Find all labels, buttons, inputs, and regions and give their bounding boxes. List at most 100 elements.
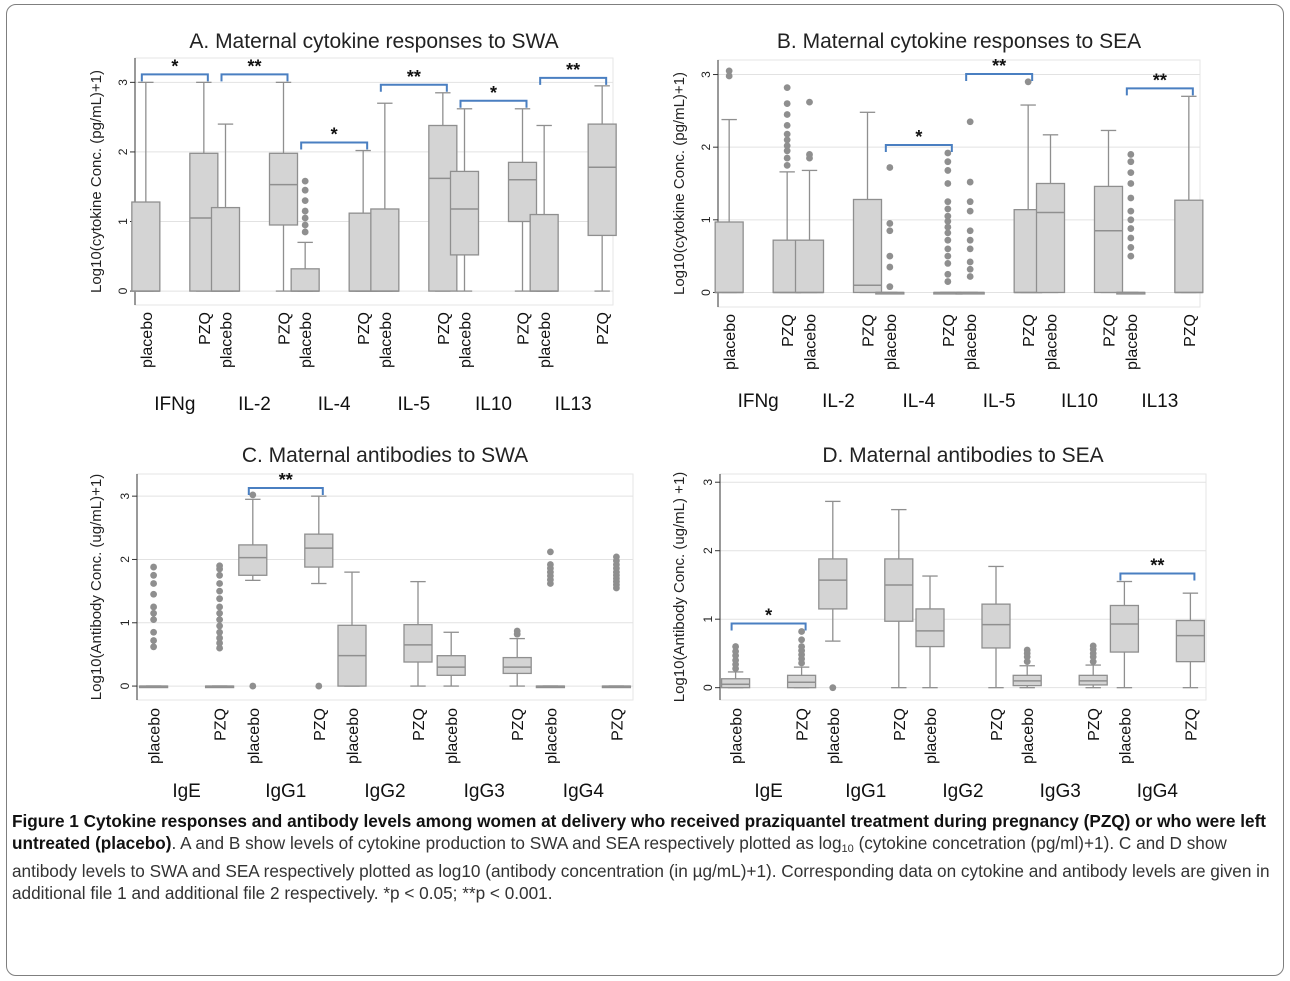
panel-d-arm-label-ige-pzq: PZQ [795, 708, 812, 741]
panel-c-box-igg2-pzq [403, 624, 433, 663]
panel-a-sig-marker-il2: ** [247, 56, 261, 76]
panel-b-outlier-il4-pzq [944, 158, 952, 166]
panel-a-outlier-il4-placebo [301, 221, 309, 229]
panel-d-y-tick-label: 2 [701, 547, 715, 554]
panel-c-svg: C. Maternal antibodies to SWA Log10(Antib… [88, 444, 634, 802]
panel-c-arm-label-igg2-placebo: placebo [345, 708, 362, 764]
panel-a-arm-label-il10-placebo: placebo [458, 312, 475, 368]
panel-d-group-label-ige: IgE [754, 781, 783, 802]
panel-c-outlier-ige-pzq [216, 639, 224, 647]
panel-d-outlier-ige-placebo [732, 643, 739, 650]
panel-c-arm-label-igg3-pzq: PZQ [510, 708, 527, 741]
panel-a-group-label-il13: IL13 [555, 394, 592, 415]
panel-a-arm-label-il13-pzq: PZQ [595, 312, 612, 345]
panel-a-arm-label-il13-placebo: placebo [537, 312, 554, 368]
panel-d-group-label-igg3: IgG3 [1040, 781, 1081, 802]
panel-a-y-tick-label: 1 [116, 218, 130, 225]
panel-a-sig-marker-il4: * [331, 125, 338, 145]
panel-c-group-label-igg4: IgG4 [563, 781, 605, 802]
panel-b-chart: B. Maternal cytokine responses to SEA Log… [668, 22, 1208, 427]
panel-d-title: D. Maternal antibodies to SEA [822, 444, 1103, 467]
panel-a-box-il5-placebo [370, 208, 400, 292]
panel-c-outlier-ige-pzq [216, 595, 224, 603]
panel-b-title: B. Maternal cytokine responses to SEA [777, 30, 1141, 53]
panel-a-group-label-ifng: IFNg [154, 394, 195, 415]
panel-c-chart: C. Maternal antibodies to SWA Log10(Antib… [85, 440, 640, 812]
panel-a-title: A. Maternal cytokine responses to SWA [189, 30, 558, 53]
panel-a-box-il2-pzq [268, 152, 299, 226]
panel-d-sig-bracket-ige [730, 622, 807, 631]
panel-d-group-label-igg4: IgG4 [1137, 781, 1179, 802]
panel-b-outlier-il13-placebo [1127, 151, 1135, 158]
panel-d-y-tick-label: 1 [701, 616, 715, 623]
panel-b-outlier-il4-pzq [944, 223, 952, 231]
panel-c-arm-label-igg1-placebo: placebo [246, 708, 263, 764]
panel-b-outlier-il4-pzq [944, 245, 952, 253]
panel-b-outlier-il4-pzq [944, 236, 952, 244]
panel-b-outlier-il5-placebo [966, 258, 974, 266]
panel-a-arm-label-ifng-pzq: PZQ [197, 312, 214, 345]
panel-a-box-il2-placebo [210, 206, 241, 292]
panel-b-arm-label-il4-placebo: placebo [883, 314, 900, 370]
panel-a-box-il10-pzq [507, 161, 538, 223]
panel-b-arm-label-il5-pzq: PZQ [1021, 314, 1038, 347]
panel-b-outlier-il4-pzq [944, 180, 952, 187]
panel-c-outlier-igg4-placebo [547, 561, 554, 568]
panel-b-outlier-il13-placebo [1127, 234, 1135, 242]
panel-c-arm-label-ige-pzq: PZQ [213, 708, 230, 741]
panel-c-outlier-igg4-placebo [547, 548, 554, 556]
panel-d-box-igg2-placebo [915, 608, 945, 648]
panel-b-arm-label-ifng-pzq: PZQ [780, 314, 797, 347]
panel-b-arm-label-ifng-placebo: placebo [722, 314, 739, 370]
panel-b-outlier-ifng-placebo [725, 67, 733, 75]
panel-c-arm-label-igg2-pzq: PZQ [411, 708, 428, 741]
panel-b-outlier-il4-pzq [944, 167, 952, 174]
panel-b-outlier-il4-pzq [944, 149, 952, 157]
panel-c-sig-marker-igg1: ** [279, 470, 293, 490]
panel-b-y-tick-label: 2 [699, 144, 713, 151]
panel-b-sig-bracket-il4 [884, 143, 953, 152]
panel-b-outlier-il4-pzq [944, 229, 952, 237]
panel-a-y-tick-label: 3 [116, 79, 130, 86]
panel-d-outlier-igg3-placebo [1023, 658, 1031, 666]
panel-b-outlier-il4-placebo [886, 164, 894, 171]
panel-c-outlier-ige-pzq [216, 622, 224, 630]
panel-d-y-tick-label: 3 [701, 479, 715, 486]
panel-b-group-label-il10: IL10 [1061, 391, 1098, 412]
panel-b-outlier-il5-placebo [966, 273, 974, 280]
panel-d-box-igg1-placebo [818, 558, 848, 610]
panel-a-outlier-il4-placebo [301, 228, 309, 236]
panel-c-outlier-ige-pzq [216, 644, 224, 652]
panel-b-arm-label-il13-placebo: placebo [1124, 314, 1141, 370]
panel-c-y-axis-label: Log10(Antibody Conc. (ug/mL)+1) [88, 474, 105, 700]
panel-b-box-il2-placebo [794, 239, 825, 294]
panel-a-chart: A. Maternal cytokine responses to SWA Log… [85, 20, 620, 425]
panel-b-box-il2-pzq [852, 198, 883, 294]
panel-c-box-igg3-pzq [502, 656, 532, 675]
panel-a-sig-marker-il10: * [490, 83, 497, 103]
panel-b-sig-bracket-il13 [1125, 87, 1194, 96]
panel-c-outlier-ige-pzq [216, 580, 224, 587]
panel-c-outlier-igg3-pzq [513, 627, 521, 635]
panel-c-outlier-ige-pzq [216, 628, 224, 636]
panel-c-outlier-ige-placebo [150, 616, 157, 624]
panel-c-group-label-igg2: IgG2 [364, 781, 405, 802]
panel-b-arm-label-il2-placebo: placebo [803, 314, 820, 370]
panel-b-outlier-ifng-pzq [783, 142, 791, 150]
panel-c-outlier-igg4-pzq [613, 553, 620, 561]
panel-b-outlier-il4-pzq [944, 278, 952, 285]
panel-b-outlier-il5-placebo [966, 265, 974, 273]
panel-d-outlier-igg3-pzq [1089, 658, 1097, 666]
panel-d-y-axis-label: Log10(Antibody Conc. (ug/mL) +1) [671, 472, 688, 703]
panel-c-outlier-ige-placebo [150, 609, 157, 617]
panel-c-arm-label-igg4-placebo: placebo [543, 708, 560, 764]
panel-b-outlier-ifng-pzq [783, 100, 791, 107]
panel-d-outlier-igg3-placebo [1023, 646, 1031, 654]
panel-b-group-label-ifng: IFNg [738, 391, 779, 412]
panel-c-sig-bracket-igg1 [247, 487, 324, 495]
panel-a-box-il13-placebo [529, 213, 559, 292]
panel-c-group-label-igg3: IgG3 [464, 781, 505, 802]
panel-a-arm-label-il4-placebo: placebo [298, 312, 315, 368]
panel-c-outlier-ige-placebo [150, 628, 157, 636]
panel-a-y-tick-label: 0 [116, 287, 130, 294]
